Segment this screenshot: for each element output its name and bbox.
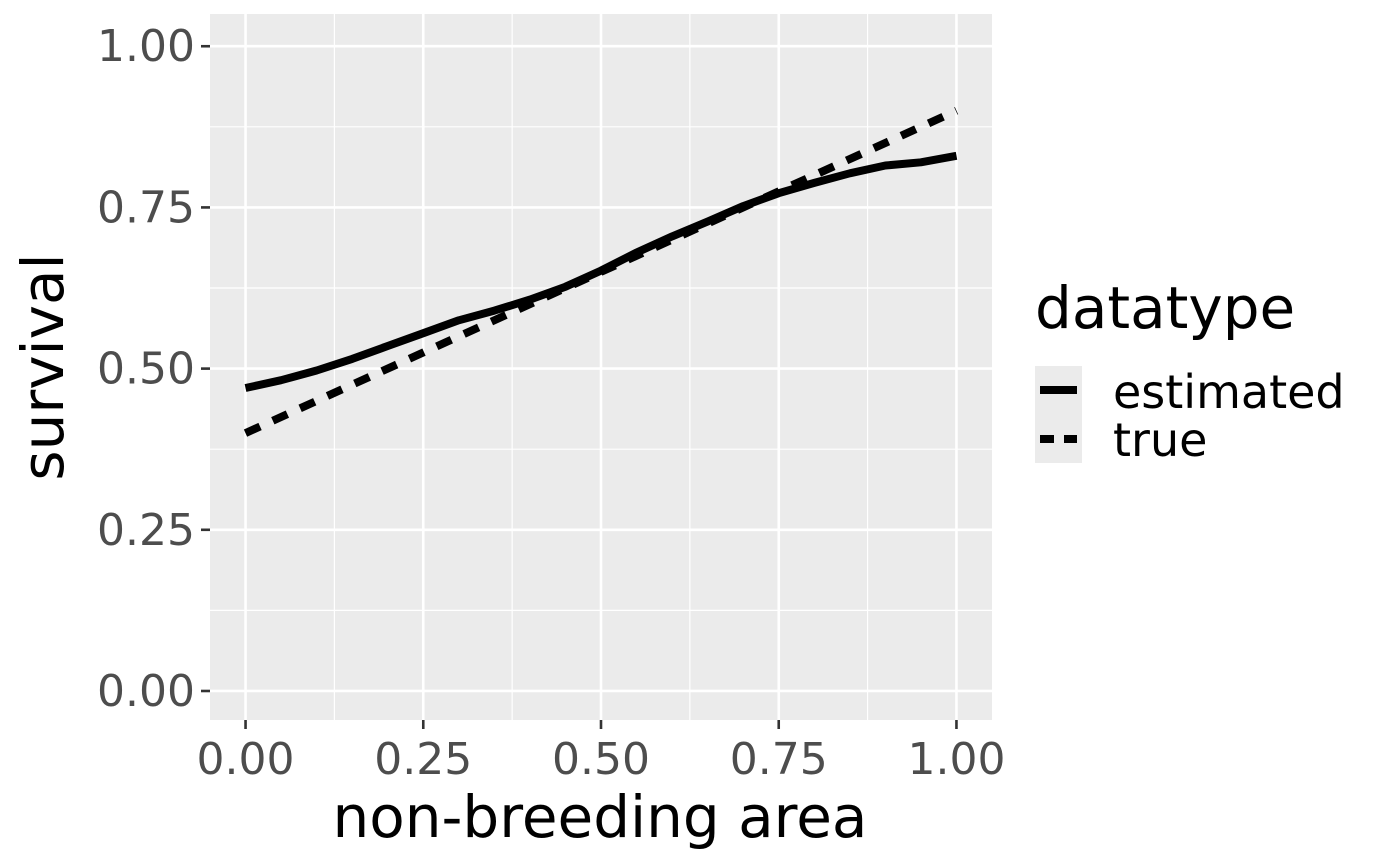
y-tick-label: 0.25 bbox=[97, 505, 195, 556]
y-tick-label: 0.50 bbox=[97, 344, 195, 395]
y-tick-labels: 0.00 0.25 0.50 0.75 1.00 bbox=[97, 21, 195, 717]
grid-major bbox=[210, 14, 992, 720]
axis-ticks bbox=[201, 44, 958, 729]
legend-label-true: true bbox=[1113, 413, 1207, 467]
x-tick-label: 0.25 bbox=[374, 734, 472, 785]
x-axis-title: non-breeding area bbox=[333, 783, 868, 851]
y-tick-label: 0.00 bbox=[97, 666, 195, 717]
x-tick-labels: 0.00 0.25 0.50 0.75 1.00 bbox=[197, 734, 1006, 785]
legend-title: datatype bbox=[1035, 274, 1295, 342]
legend: datatype estimated true bbox=[1035, 274, 1345, 467]
legend-key-background bbox=[1035, 366, 1082, 463]
x-tick-label: 1.00 bbox=[907, 734, 1005, 785]
x-tick-label: 0.75 bbox=[730, 734, 828, 785]
y-axis-title: survival bbox=[9, 253, 77, 480]
legend-label-estimated: estimated bbox=[1113, 365, 1345, 419]
y-tick-label: 1.00 bbox=[97, 21, 195, 72]
series-line-true bbox=[243, 107, 959, 437]
x-tick-label: 0.00 bbox=[197, 734, 295, 785]
x-tick-label: 0.50 bbox=[552, 734, 650, 785]
series-layer bbox=[243, 107, 959, 437]
y-tick-label: 0.75 bbox=[97, 182, 195, 233]
